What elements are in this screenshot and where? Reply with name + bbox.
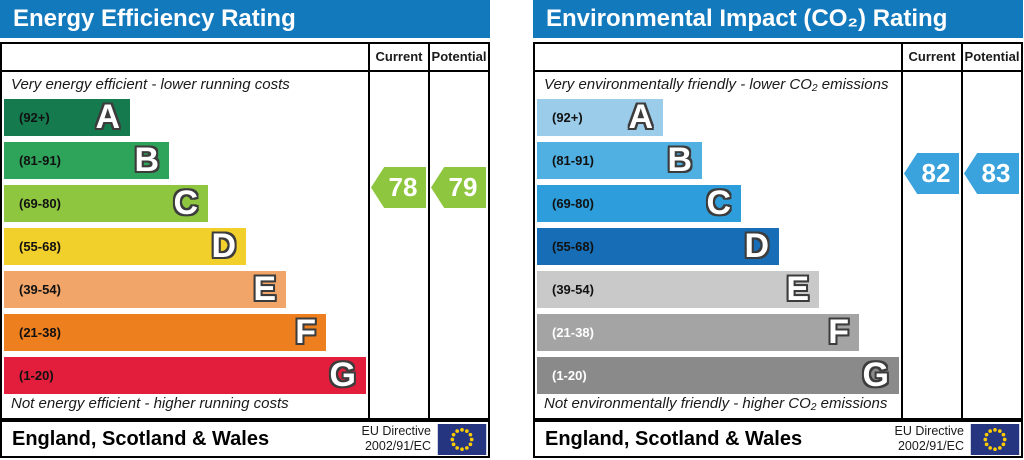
- caption-bottom: Not environmentally friendly - higher CO…: [544, 395, 888, 412]
- band-c: (69-80) C: [4, 185, 208, 222]
- band-range: (1-20): [19, 368, 54, 383]
- band-letter: E: [786, 270, 809, 308]
- caption-top: Very environmentally friendly - lower CO…: [544, 76, 889, 93]
- band-range: (39-54): [552, 282, 594, 297]
- panel-title: Energy Efficiency Rating: [0, 0, 490, 38]
- potential-rating-arrow: 79: [431, 167, 486, 208]
- band-g: (1-20) G: [4, 357, 366, 394]
- band-letter: C: [706, 184, 731, 222]
- band-a: (92+) A: [537, 99, 663, 136]
- region-label: England, Scotland & Wales: [545, 427, 803, 450]
- eu-directive-line2: 2002/91/EC: [897, 439, 964, 453]
- energy-efficiency-panel: Energy Efficiency Rating Current Potenti…: [0, 0, 490, 460]
- band-e: (39-54) E: [537, 271, 819, 308]
- eu-directive-line2: 2002/91/EC: [364, 439, 431, 453]
- band-range: (92+): [19, 110, 50, 125]
- caption-bottom: Not energy efficient - higher running co…: [11, 395, 289, 412]
- band-b: (81-91) B: [4, 142, 169, 179]
- band-range: (21-38): [552, 325, 594, 340]
- band-f: (21-38) F: [537, 314, 859, 351]
- rating-table: Current Potential Very energy efficient …: [0, 42, 490, 420]
- band-range: (55-68): [19, 239, 61, 254]
- eu-directive-label: EU Directive 2002/91/EC: [895, 424, 964, 454]
- band-b: (81-91) B: [537, 142, 702, 179]
- eu-directive-label: EU Directive 2002/91/EC: [362, 424, 431, 454]
- current-rating-arrow: 82: [904, 153, 959, 194]
- current-rating-arrow: 78: [371, 167, 426, 208]
- eu-directive-line1: EU Directive: [894, 424, 964, 438]
- band-letter: A: [628, 98, 653, 136]
- band-letter: D: [211, 227, 236, 265]
- band-letter: E: [253, 270, 276, 308]
- band-range: (55-68): [552, 239, 594, 254]
- band-range: (69-80): [19, 196, 61, 211]
- band-letter: G: [862, 356, 889, 394]
- eu-flag-icon: [970, 423, 1020, 455]
- band-range: (92+): [552, 110, 583, 125]
- band-d: (55-68) D: [537, 228, 779, 265]
- band-a: (92+) A: [4, 99, 130, 136]
- band-letter: B: [134, 141, 159, 179]
- band-letter: A: [95, 98, 120, 136]
- potential-column-header: Potential: [964, 49, 1020, 64]
- column-divider: [428, 44, 430, 418]
- eu-flag-icon: [437, 423, 487, 455]
- band-letter: B: [667, 141, 692, 179]
- potential-rating-arrow: 83: [964, 153, 1019, 194]
- band-g: (1-20) G: [537, 357, 899, 394]
- panel-title: Environmental Impact (CO₂) Rating: [533, 0, 1023, 38]
- band-range: (81-91): [552, 153, 594, 168]
- band-letter: G: [329, 356, 356, 394]
- band-d: (55-68) D: [4, 228, 246, 265]
- current-column-header: Current: [908, 49, 956, 64]
- band-range: (21-38): [19, 325, 61, 340]
- band-range: (1-20): [552, 368, 587, 383]
- column-divider: [961, 44, 963, 418]
- column-divider: [901, 44, 903, 418]
- band-e: (39-54) E: [4, 271, 286, 308]
- band-range: (81-91): [19, 153, 61, 168]
- eu-directive-line1: EU Directive: [361, 424, 431, 438]
- region-label: England, Scotland & Wales: [12, 427, 270, 450]
- current-column-header: Current: [375, 49, 423, 64]
- environmental-impact-panel: Environmental Impact (CO₂) Rating Curren…: [533, 0, 1023, 460]
- header-divider: [2, 70, 488, 72]
- rating-table: Current Potential Very environmentally f…: [533, 42, 1023, 420]
- footer: England, Scotland & Wales EU Directive 2…: [533, 420, 1023, 458]
- band-range: (39-54): [19, 282, 61, 297]
- band-f: (21-38) F: [4, 314, 326, 351]
- potential-column-header: Potential: [431, 49, 487, 64]
- band-letter: F: [828, 313, 849, 351]
- header-divider: [535, 70, 1021, 72]
- caption-top: Very energy efficient - lower running co…: [11, 76, 290, 93]
- footer: England, Scotland & Wales EU Directive 2…: [0, 420, 490, 458]
- band-letter: D: [744, 227, 769, 265]
- band-letter: C: [173, 184, 198, 222]
- band-letter: F: [295, 313, 316, 351]
- column-divider: [368, 44, 370, 418]
- band-range: (69-80): [552, 196, 594, 211]
- band-c: (69-80) C: [537, 185, 741, 222]
